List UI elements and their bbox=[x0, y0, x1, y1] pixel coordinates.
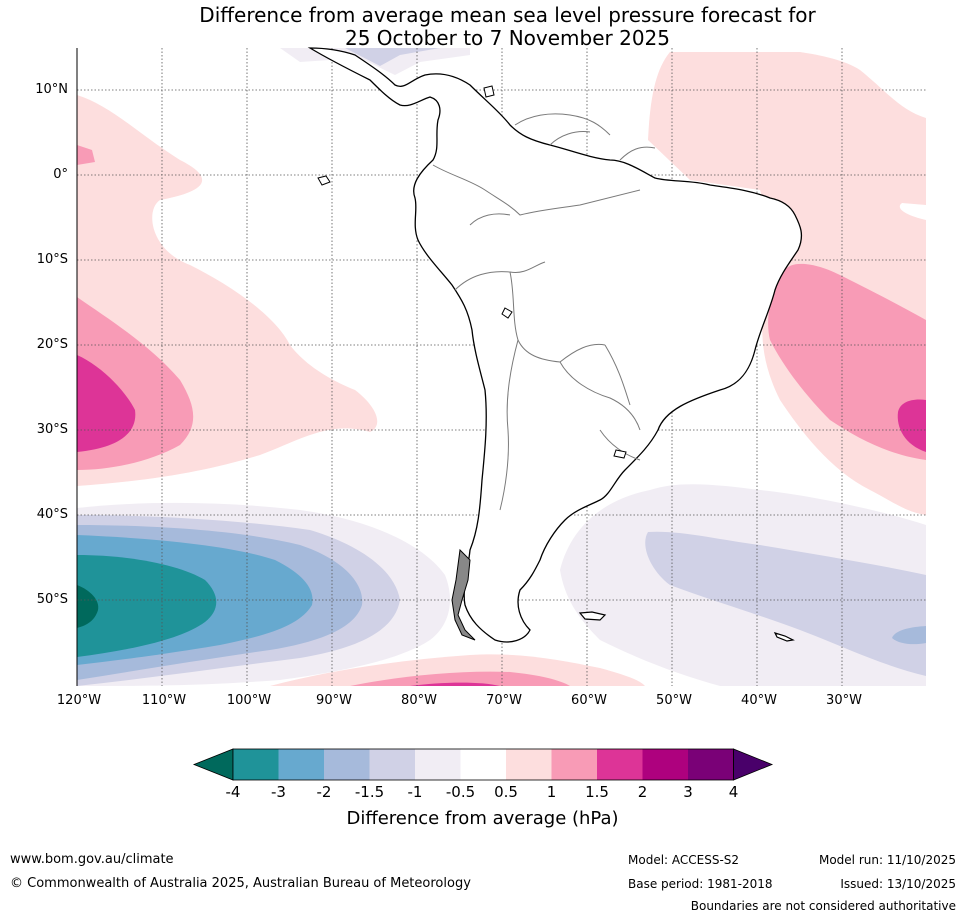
issued-date: Issued: 13/10/2025 bbox=[840, 877, 956, 891]
lon-label-60w: 60°W bbox=[571, 693, 607, 708]
colorbar-swatch-neg-2-15 bbox=[324, 749, 370, 780]
lon-label-30w: 30°W bbox=[826, 693, 862, 708]
lake-titicaca bbox=[501, 307, 513, 319]
lon-label-50w: 50°W bbox=[656, 693, 692, 708]
colorbar-tick: 2 bbox=[637, 783, 648, 801]
lat-label-30s: 30°S bbox=[36, 422, 68, 437]
model-name: Model: ACCESS-S2 bbox=[628, 853, 740, 867]
lat-label-50s: 50°S bbox=[36, 592, 68, 607]
lagoa-dos-patos bbox=[613, 449, 627, 459]
colorbar-swatch-pos-2-3 bbox=[642, 749, 688, 780]
colorbar-swatch-pos-15-2 bbox=[597, 749, 643, 780]
lon-label-90w: 90°W bbox=[316, 693, 352, 708]
lon-label-70w: 70°W bbox=[486, 693, 522, 708]
pressure-anomaly-field bbox=[77, 48, 926, 686]
anomaly-below-min-southwest bbox=[77, 585, 99, 628]
colorbar-tick: -1.5 bbox=[354, 783, 385, 801]
colorbar-swatch-pos-3-4 bbox=[688, 749, 734, 780]
lat-label-20s: 20°S bbox=[36, 337, 68, 352]
colorbar-swatch-pos-05-1 bbox=[506, 749, 552, 780]
falkland-islands bbox=[578, 611, 607, 621]
colorbar-swatch-pos-1-15 bbox=[551, 749, 597, 780]
model-run-date: Model run: 11/10/2025 bbox=[818, 853, 956, 867]
lat-label-10s: 10°S bbox=[36, 252, 68, 267]
lat-label-40s: 40°S bbox=[36, 507, 68, 522]
anomaly-neg-2-southeast bbox=[892, 626, 926, 645]
country-borders bbox=[432, 113, 656, 511]
colorbar-tick: -0.5 bbox=[445, 783, 476, 801]
lat-label-0: 0° bbox=[53, 167, 68, 182]
colorbar-swatch-neg-1-05 bbox=[415, 749, 461, 780]
colorbar-tick: 0.5 bbox=[494, 783, 518, 801]
south-georgia bbox=[773, 632, 795, 642]
lat-label-10n: 10°N bbox=[35, 82, 68, 97]
title-line-1: Difference from average mean sea level p… bbox=[199, 3, 816, 27]
lon-label-100w: 100°W bbox=[226, 693, 272, 708]
colorbar-below-min bbox=[192, 748, 234, 781]
anomaly-pos-05-west-small bbox=[77, 145, 95, 165]
colorbar-swatch-neg-4-3 bbox=[233, 749, 279, 780]
lon-label-40w: 40°W bbox=[741, 693, 777, 708]
lon-label-110w: 110°W bbox=[141, 693, 187, 708]
copyright-text: © Commonwealth of Australia 2025, Austra… bbox=[10, 876, 471, 891]
anomaly-pos-1-east bbox=[768, 263, 926, 460]
anomaly-pos-15-west bbox=[77, 355, 136, 452]
colorbar-above-max bbox=[733, 748, 774, 781]
galapagos-islands bbox=[317, 175, 331, 186]
colorbar bbox=[192, 748, 774, 781]
anomaly-neg-15-top bbox=[345, 48, 440, 66]
colorbar-swatch-neg-15-1 bbox=[369, 749, 415, 780]
base-period: Base period: 1981-2018 bbox=[628, 877, 773, 891]
lake-maracaibo bbox=[483, 85, 495, 98]
lon-label-80w: 80°W bbox=[401, 693, 437, 708]
anomaly-neg-15-southeast bbox=[645, 531, 926, 676]
anomaly-pos-15-east bbox=[897, 399, 926, 452]
map-title: Difference from average mean sea level p… bbox=[0, 4, 965, 50]
anomaly-pos-15-south bbox=[410, 682, 500, 686]
colorbar-tick: 4 bbox=[728, 783, 739, 801]
anomaly-pos-05-south bbox=[270, 654, 645, 686]
south-america-coastline bbox=[307, 47, 803, 643]
colorbar-tick: -4 bbox=[225, 783, 241, 801]
colorbar-tick: 1.5 bbox=[585, 783, 609, 801]
colorbar-tick: 3 bbox=[683, 783, 693, 801]
anomaly-pos-1-south bbox=[350, 671, 570, 686]
colorbar-tick: -1 bbox=[407, 783, 423, 801]
lon-label-120w: 120°W bbox=[56, 693, 102, 708]
colorbar-swatch-neg-3-2 bbox=[278, 749, 324, 780]
boundaries-disclaimer: Boundaries are not considered authoritat… bbox=[690, 899, 956, 913]
website-link[interactable]: www.bom.gov.au/climate bbox=[10, 852, 174, 867]
colorbar-swatch-neutral bbox=[460, 749, 506, 780]
anomaly-neg-4-southwest bbox=[77, 555, 217, 657]
colorbar-tick: -2 bbox=[316, 783, 332, 801]
colorbar-tick: -3 bbox=[271, 783, 286, 801]
chile-archipelago bbox=[451, 548, 476, 641]
colorbar-label: Difference from average (hPa) bbox=[346, 808, 619, 829]
colorbar-tick: 1 bbox=[546, 783, 557, 801]
colorbar-frame bbox=[232, 748, 734, 781]
title-line-2: 25 October to 7 November 2025 bbox=[344, 26, 671, 50]
